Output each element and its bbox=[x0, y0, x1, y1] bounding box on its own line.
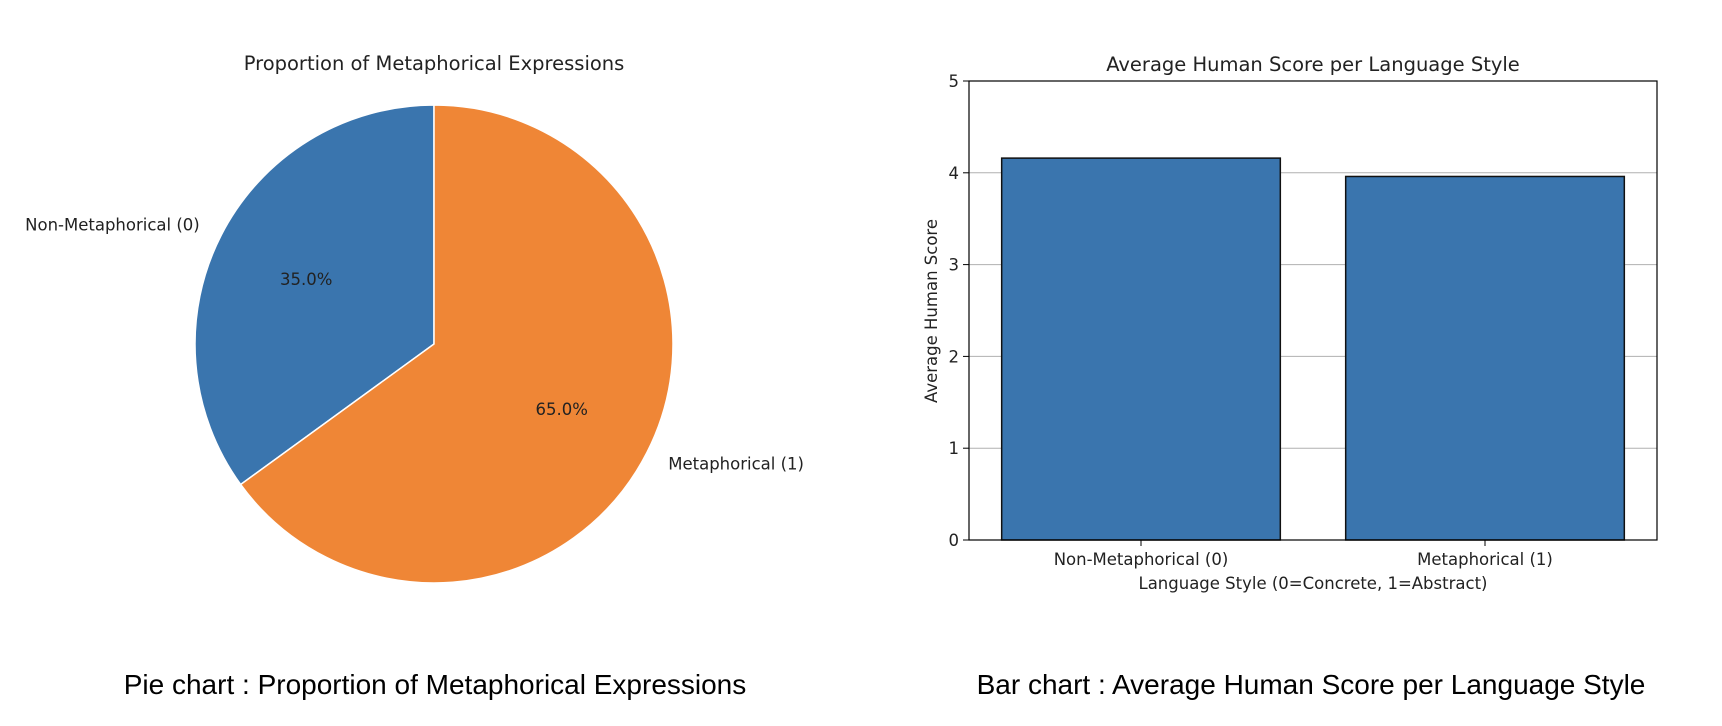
y-tick-label: 0 bbox=[949, 531, 960, 550]
pie-chart-title: Proportion of Metaphorical Expressions bbox=[244, 52, 625, 75]
bar-chart-caption: Bar chart : Average Human Score per Lang… bbox=[976, 669, 1646, 700]
pie-slice-1 bbox=[194, 104, 435, 486]
bar bbox=[1000, 157, 1282, 541]
plot-frame bbox=[968, 80, 1658, 541]
pie-slice-label: Metaphorical (1) bbox=[668, 454, 804, 473]
pie-slice-label: Non-Metaphorical (0) bbox=[25, 216, 200, 235]
pie-chart: Proportion of Metaphorical Expressions 3… bbox=[25, 52, 804, 584]
pie-chart-caption: Pie chart : Proportion of Metaphorical E… bbox=[123, 669, 747, 700]
y-tick-label: 2 bbox=[949, 347, 960, 366]
bar bbox=[1344, 175, 1626, 541]
x-axis-label: Language Style (0=Concrete, 1=Abstract) bbox=[1139, 574, 1488, 593]
y-tick-label: 3 bbox=[949, 256, 960, 275]
x-tick-label: Metaphorical (1) bbox=[1417, 550, 1553, 569]
y-axis-label: Average Human Score bbox=[922, 219, 941, 403]
y-tick-label: 1 bbox=[949, 439, 960, 458]
pie-percent-label: 35.0% bbox=[280, 270, 332, 289]
bar-chart-title: Average Human Score per Language Style bbox=[1106, 53, 1520, 76]
y-tick-label: 5 bbox=[949, 72, 960, 91]
pie-percent-label: 65.0% bbox=[536, 400, 588, 419]
bar-chart: Average Human Score per Language Style 0… bbox=[922, 53, 1658, 593]
pie-slice-2 bbox=[239, 104, 674, 584]
y-tick-label: 4 bbox=[949, 164, 960, 183]
figure: Proportion of Metaphorical Expressions 3… bbox=[25, 52, 1658, 593]
x-tick-label: Non-Metaphorical (0) bbox=[1054, 550, 1229, 569]
